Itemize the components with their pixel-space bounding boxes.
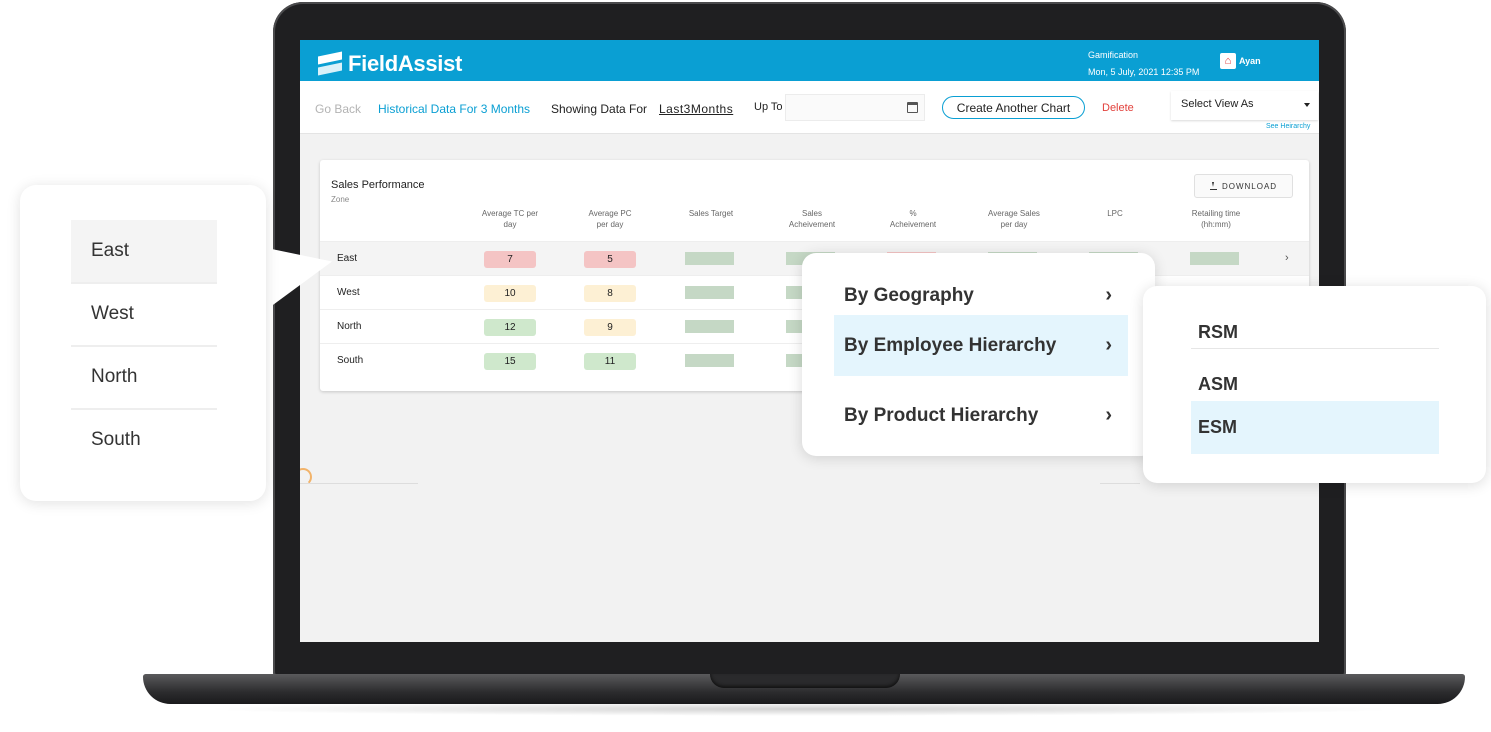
divider <box>71 345 217 347</box>
chevron-right-icon: › <box>1105 284 1112 306</box>
loading-spinner-icon <box>300 468 312 486</box>
menu-item-label: By Product Hierarchy <box>844 405 1039 426</box>
role-option-esm[interactable]: ESM <box>1191 401 1439 454</box>
column-header[interactable]: Sales Target <box>688 209 734 218</box>
divider <box>71 282 217 284</box>
card-subtitle: Zone <box>331 195 350 204</box>
app-header: FieldAssist Gamification Mon, 5 July, 20… <box>300 40 1319 81</box>
download-icon <box>1209 182 1217 190</box>
up-to-label: Up To <box>754 101 783 113</box>
menu-item-by-employee-hierarchy[interactable]: By Employee Hierarchy › <box>834 315 1128 376</box>
toolbar: Go Back Historical Data For 3 Months Sho… <box>300 81 1319 134</box>
download-label: DOWNLOAD <box>1221 181 1278 191</box>
logo-text: FieldAssist <box>348 51 463 76</box>
role-submenu: RSM ASM ESM <box>1143 286 1486 483</box>
laptop-shadow <box>200 702 1410 716</box>
zone-option-south[interactable]: South <box>91 429 141 450</box>
header-info: Gamification Mon, 5 July, 2021 12:35 PM <box>1088 47 1199 81</box>
column-header[interactable]: Retailing time (hh:mm) <box>1191 209 1241 229</box>
zone-option-west[interactable]: West <box>91 303 134 324</box>
avg-pc-value: 9 <box>584 319 636 336</box>
avg-tc-value: 12 <box>484 319 536 336</box>
avg-tc-value: 7 <box>484 251 536 268</box>
zone-name: South <box>337 355 364 366</box>
sales-target-bar <box>685 252 734 265</box>
column-header[interactable]: Average PC per day <box>588 209 632 229</box>
go-back-link[interactable]: Go Back <box>315 102 362 116</box>
role-option-rsm[interactable]: RSM <box>1198 322 1238 342</box>
showing-data-period[interactable]: Last3Months <box>659 102 734 116</box>
avatar-icon: ⌂ <box>1220 53 1236 69</box>
retailing-time-bar <box>1190 252 1239 265</box>
zone-name: North <box>337 321 362 332</box>
chevron-right-icon: › <box>1105 334 1112 356</box>
up-to-date-input[interactable] <box>785 94 925 121</box>
chevron-right-icon: › <box>1105 404 1112 426</box>
menu-item-by-product-hierarchy[interactable]: By Product Hierarchy › <box>834 385 1128 446</box>
column-header[interactable]: LPC <box>1107 209 1123 218</box>
zone-option-north[interactable]: North <box>91 366 138 387</box>
logo-mark-icon <box>318 52 342 76</box>
divider <box>71 408 217 410</box>
card-title: Sales Performance <box>331 179 425 191</box>
delete-button[interactable]: Delete <box>1102 102 1134 114</box>
zone-name: West <box>337 287 360 298</box>
divider <box>1100 483 1140 484</box>
app-logo[interactable]: FieldAssist <box>318 51 462 77</box>
showing-data-label: Showing Data For <box>551 102 648 116</box>
zone-list-panel: East West North South <box>20 185 266 501</box>
see-hierarchy-link[interactable]: See Heirarchy <box>1266 123 1311 130</box>
avg-pc-value: 8 <box>584 285 636 302</box>
avg-pc-value: 5 <box>584 251 636 268</box>
zone-option-east[interactable]: East <box>71 220 217 282</box>
divider <box>300 483 418 484</box>
caret-down-icon <box>1304 103 1310 107</box>
header-datetime: Mon, 5 July, 2021 12:35 PM <box>1088 67 1200 77</box>
menu-item-label: By Employee Hierarchy <box>844 335 1057 356</box>
sales-target-bar <box>685 320 734 333</box>
user-name: Ayan <box>1239 56 1261 66</box>
avg-pc-value: 11 <box>584 353 636 370</box>
role-option-asm[interactable]: ASM <box>1198 374 1238 394</box>
user-menu[interactable]: ⌂ Ayan <box>1220 53 1261 69</box>
sales-target-bar <box>685 354 734 367</box>
column-header[interactable]: Average TC per day <box>481 209 539 229</box>
historical-data-link[interactable]: Historical Data For 3 Months <box>378 102 531 116</box>
chevron-right-icon[interactable]: › <box>1285 252 1289 264</box>
create-another-chart-button[interactable]: Create Another Chart <box>942 96 1085 119</box>
select-view-dropdown[interactable]: Select View As <box>1171 91 1318 120</box>
menu-item-label: By Geography <box>844 285 974 306</box>
column-header[interactable]: Average Sales per day <box>988 209 1040 229</box>
select-view-label: Select View As <box>1181 98 1254 110</box>
menu-item-by-geography[interactable]: By Geography › <box>834 265 1128 326</box>
zone-name: East <box>337 253 358 264</box>
sales-target-bar <box>685 286 734 299</box>
module-name: Gamification <box>1088 50 1139 60</box>
avg-tc-value: 15 <box>484 353 536 370</box>
laptop-notch <box>710 674 900 688</box>
hierarchy-menu: By Geography › By Employee Hierarchy › B… <box>802 253 1155 456</box>
column-header[interactable]: Sales Acheivement <box>788 209 836 229</box>
divider <box>1191 348 1439 349</box>
download-button[interactable]: DOWNLOAD <box>1194 174 1293 198</box>
calendar-icon[interactable] <box>907 102 918 113</box>
column-header[interactable]: % Acheivement <box>889 209 937 229</box>
avg-tc-value: 10 <box>484 285 536 302</box>
